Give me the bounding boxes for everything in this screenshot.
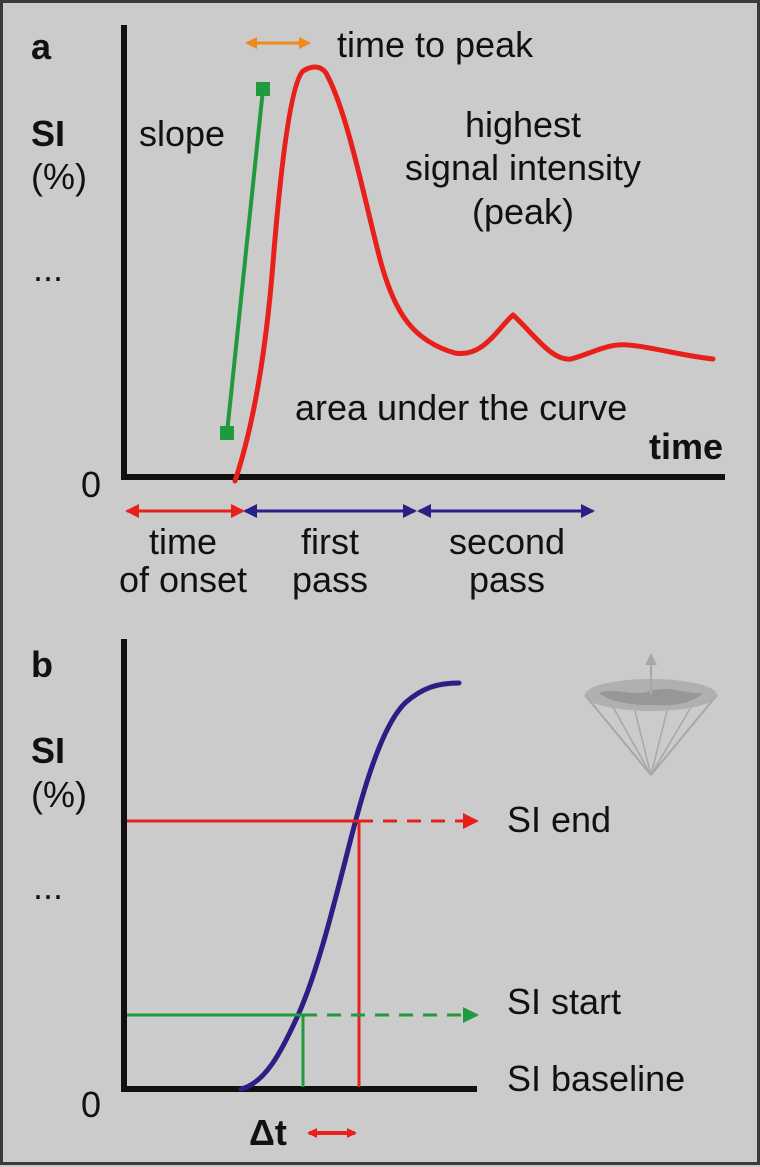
sigmoid-curve [238, 680, 462, 1092]
first-pass-label-line1: first [301, 521, 359, 562]
onset-label-line2: of onset [119, 559, 247, 600]
panel-a-y-ellipsis: ... [33, 248, 63, 289]
panel-b-y-unit: (%) [31, 774, 87, 815]
signal-intensity-curve [232, 64, 716, 484]
panel-a: a SI (%) ... 0 time time to peak slope h… [31, 24, 725, 600]
si-start-label: SI start [507, 981, 621, 1022]
time-to-peak-label: time to peak [337, 24, 534, 65]
slope-line [225, 88, 265, 434]
peak-label-line3: (peak) [472, 191, 574, 232]
peak-label-line2: signal intensity [405, 147, 641, 188]
first-pass-label-line2: pass [292, 559, 368, 600]
panel-b-y-label: SI [31, 730, 65, 771]
watermark-logo [584, 653, 718, 776]
panel-a-y-unit: (%) [31, 156, 87, 197]
panel-b-y-ellipsis: ... [33, 866, 63, 907]
si-baseline-label: SI baseline [507, 1058, 685, 1099]
second-pass-label-line1: second [449, 521, 565, 562]
panel-b-label: b [31, 644, 53, 685]
auc-label: area under the curve [295, 387, 627, 428]
second-pass-label-line2: pass [469, 559, 545, 600]
slope-end-marker [256, 82, 270, 96]
panel-b: b SI (%) ... 0 SI end SI start SI baseli… [31, 639, 718, 1153]
panel-b-zero: 0 [81, 1084, 101, 1125]
panel-a-x-label: time [649, 426, 723, 467]
panel-a-zero: 0 [81, 464, 101, 505]
panel-a-label: a [31, 26, 52, 67]
diagram-canvas: a SI (%) ... 0 time time to peak slope h… [31, 24, 725, 1153]
onset-label-line1: time [149, 521, 217, 562]
delta-t-label: Δt [249, 1112, 287, 1153]
peak-label-line1: highest [465, 104, 581, 145]
si-end-label: SI end [507, 799, 611, 840]
slope-label: slope [139, 113, 225, 154]
slope-start-marker [220, 426, 234, 440]
panel-a-y-label: SI [31, 113, 65, 154]
